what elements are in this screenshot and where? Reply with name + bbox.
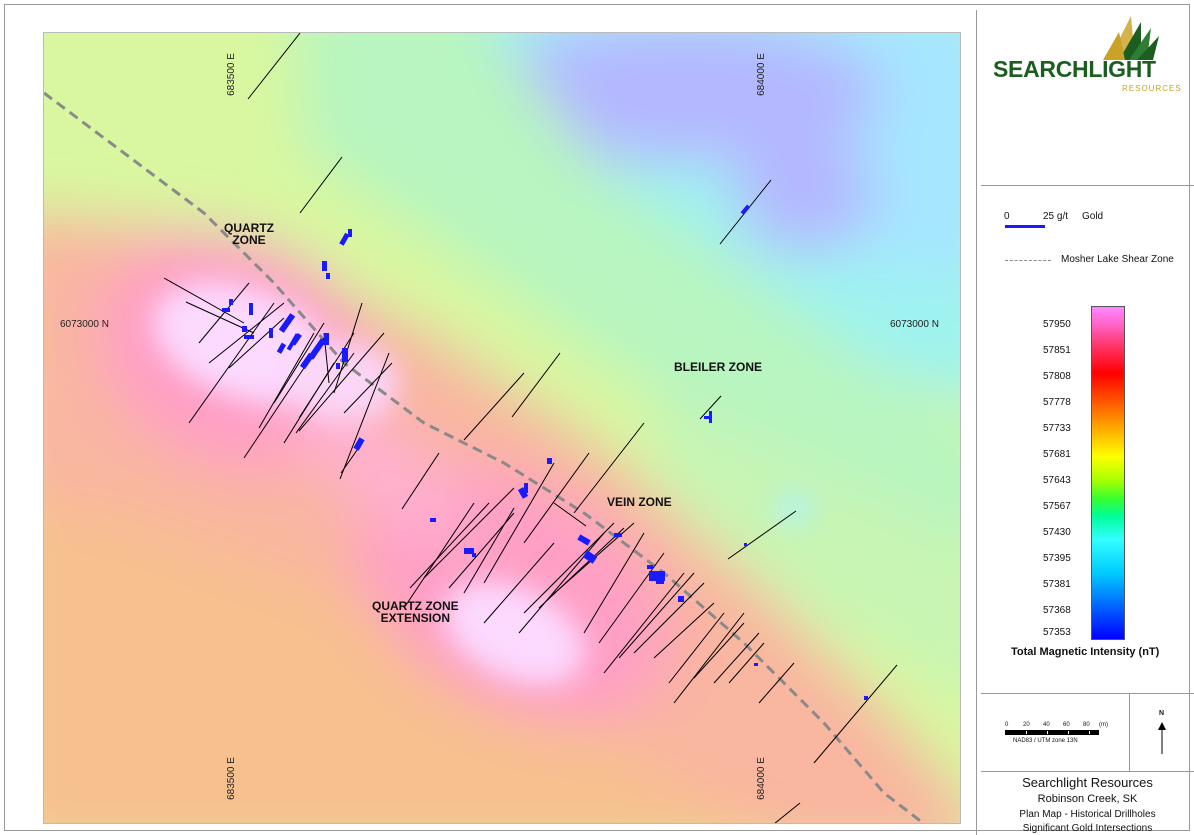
scale-tick: 20 — [1023, 722, 1030, 728]
colorbar-value: 57353 — [1043, 627, 1071, 638]
quartz-zone-extension-line2: EXTENSION — [380, 611, 451, 625]
title-location: Robinson Creek, SK — [1037, 793, 1138, 805]
legend-separator — [981, 185, 1194, 186]
logo-wordmark: SEARCHLIGHT — [993, 56, 1156, 82]
logo-subtitle: RESOURCES — [1122, 84, 1182, 93]
legend-panel: SEARCHLIGHT RESOURCES 0 25 g/t Gold Mosh… — [976, 10, 1194, 835]
projection-label: NAD83 / UTM zone 13N — [1013, 738, 1078, 744]
shear-zone-legend-line — [1005, 260, 1051, 261]
colorbar-value: 57567 — [1043, 501, 1071, 512]
quartz-zone-label: QUARTZ ZONE — [224, 222, 274, 246]
title-separator — [981, 771, 1194, 772]
colorbar-value: 57368 — [1043, 605, 1071, 616]
grid-label-easting-683500-bottom: 683500 E — [225, 757, 237, 800]
map-sheet-frame: 683500 E 684000 E 683500 E 684000 E 6073… — [4, 4, 1194, 835]
shear-zone-legend-label: Mosher Lake Shear Zone — [1061, 254, 1174, 265]
magnetic-map-svg — [44, 33, 960, 823]
scale-tick: 40 — [1043, 722, 1050, 728]
title-line-2: Significant Gold Intersections — [1022, 823, 1153, 834]
quartz-zone-extension-label: QUARTZ ZONE EXTENSION — [372, 600, 459, 624]
grid-label-easting-683500-top: 683500 E — [225, 53, 237, 96]
colorbar-value: 57643 — [1043, 475, 1071, 486]
title-line-1: Plan Map - Historical Drillholes — [1019, 809, 1156, 820]
gold-scale-value: 25 g/t — [1043, 211, 1069, 222]
grid-label-northing-right: 6073000 N — [890, 319, 939, 330]
sunburst-logo-icon — [1103, 16, 1159, 60]
colorbar-value: 57808 — [1043, 371, 1071, 382]
title-company: Searchlight Resources — [1022, 775, 1153, 790]
colorbar-value: 57733 — [1043, 423, 1071, 434]
grid-label-northing-left: 6073000 N — [60, 319, 109, 330]
scale-unit: (m) — [1099, 722, 1108, 728]
scale-tick: 0 — [1005, 722, 1009, 728]
north-label: N — [1159, 710, 1165, 717]
north-arrow-icon — [1158, 722, 1166, 754]
colorbar-value: 57381 — [1043, 579, 1071, 590]
colorbar-value: 57851 — [1043, 345, 1071, 356]
gold-scale-bar — [1005, 225, 1045, 228]
colorbar-value: 57950 — [1043, 319, 1071, 330]
colorbar-value: 57395 — [1043, 553, 1071, 564]
quartz-zone-label-line1: QUARTZ — [224, 221, 274, 235]
magnetic-colorbar — [1091, 306, 1125, 640]
colorbar-title: Total Magnetic Intensity (nT) — [1011, 646, 1160, 658]
quartz-zone-extension-line1: QUARTZ ZONE — [372, 599, 459, 613]
quartz-zone-label-line2: ZONE — [232, 233, 266, 247]
colorbar-value: 57778 — [1043, 397, 1071, 408]
scale-bar-graphic — [1005, 730, 1099, 735]
scale-tick: 60 — [1063, 722, 1070, 728]
colorbar-value: 57430 — [1043, 527, 1071, 538]
gold-intersection-bars — [222, 204, 868, 700]
vein-zone-label: VEIN ZONE — [607, 495, 672, 509]
scale-north-divider — [1129, 693, 1130, 771]
shear-zone-line — [44, 91, 926, 823]
grid-label-easting-684000-bottom: 684000 E — [755, 757, 767, 800]
scale-separator-top — [981, 693, 1194, 694]
grid-label-easting-684000-top: 684000 E — [755, 53, 767, 96]
colorbar-value: 57681 — [1043, 449, 1071, 460]
scale-tick: 80 — [1083, 722, 1090, 728]
bleiler-zone-label: BLEILER ZONE — [674, 360, 763, 374]
gold-scale-label: Gold — [1082, 211, 1104, 222]
gold-scale-zero: 0 — [1004, 211, 1010, 222]
magnetic-map-panel: 683500 E 684000 E 683500 E 684000 E 6073… — [43, 32, 961, 824]
